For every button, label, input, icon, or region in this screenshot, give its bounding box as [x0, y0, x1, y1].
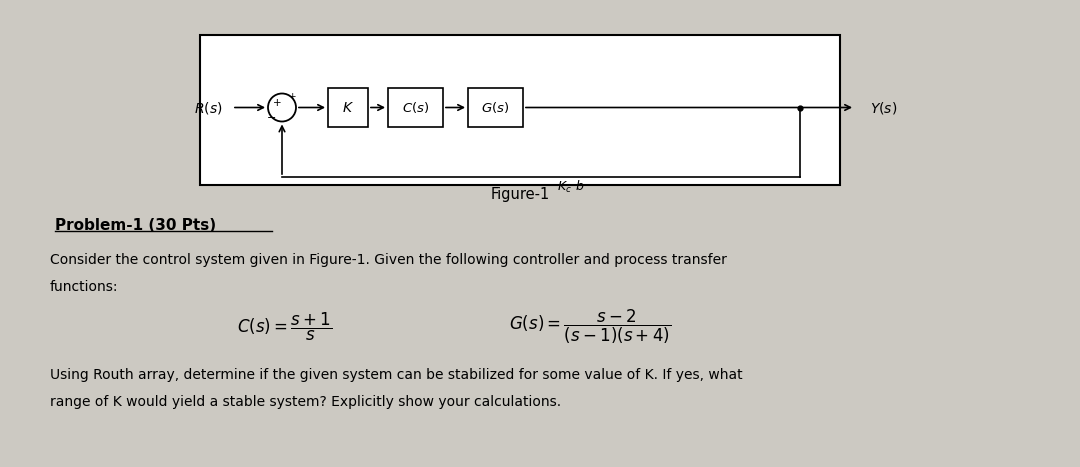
Text: $C(s)$: $C(s)$: [402, 100, 429, 115]
Text: Problem-1 (30 Pts): Problem-1 (30 Pts): [55, 218, 216, 233]
FancyBboxPatch shape: [388, 88, 443, 127]
Text: −: −: [268, 113, 276, 122]
Text: +: +: [272, 99, 281, 108]
FancyBboxPatch shape: [328, 88, 368, 127]
Text: $C(s) = \dfrac{s+1}{s}$: $C(s) = \dfrac{s+1}{s}$: [238, 311, 333, 343]
Text: $K_c\!\cdot\!b$: $K_c\!\cdot\!b$: [557, 179, 584, 195]
Text: $Y(s)$: $Y(s)$: [870, 99, 897, 115]
Text: range of K would yield a stable system? Explicitly show your calculations.: range of K would yield a stable system? …: [50, 395, 562, 409]
Text: $G(s)$: $G(s)$: [482, 100, 510, 115]
Text: Figure-1: Figure-1: [490, 187, 550, 203]
Text: $K$: $K$: [342, 100, 354, 114]
Text: Using Routh array, determine if the given system can be stabilized for some valu: Using Routh array, determine if the give…: [50, 368, 743, 382]
FancyBboxPatch shape: [200, 35, 840, 185]
FancyBboxPatch shape: [468, 88, 523, 127]
Text: Consider the control system given in Figure-1. Given the following controller an: Consider the control system given in Fig…: [50, 253, 727, 267]
Text: functions:: functions:: [50, 280, 119, 294]
Text: $G(s) = \dfrac{s-2}{(s-1)(s+4)}$: $G(s) = \dfrac{s-2}{(s-1)(s+4)}$: [509, 308, 671, 346]
Text: $R(s)$: $R(s)$: [193, 99, 222, 115]
Text: +: +: [288, 92, 296, 101]
